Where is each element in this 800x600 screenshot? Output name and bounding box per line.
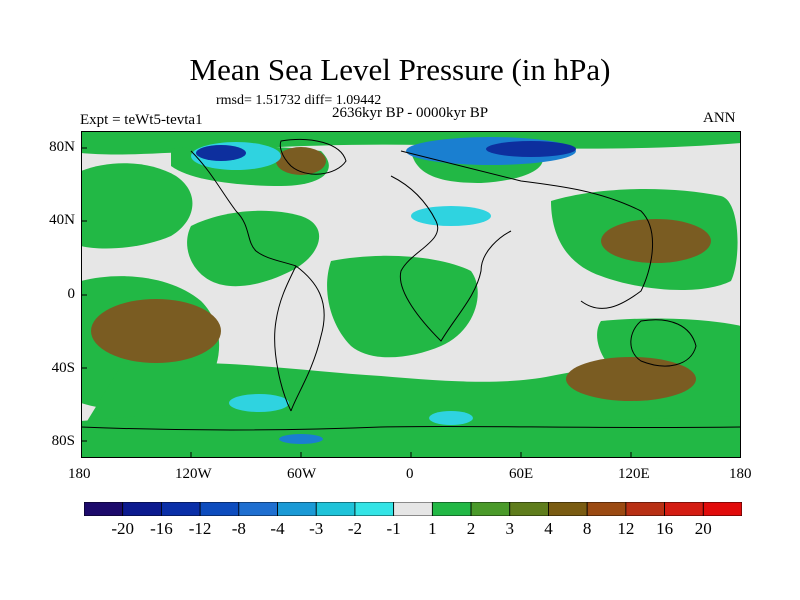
colorbar-label-13: 12	[617, 519, 635, 538]
antarctica-coast	[81, 425, 741, 431]
colorbar-label-4: -4	[270, 519, 285, 538]
y-tick-40n: 40N	[49, 212, 75, 228]
negative-anomaly-regions	[191, 137, 576, 444]
colorbar-label-2: -12	[188, 519, 212, 538]
x-tick-0: 0	[406, 466, 414, 482]
x-tick-120w: 120W	[175, 466, 212, 482]
colorbar-swatch-7	[354, 502, 395, 516]
north-pacific-high-anomaly	[601, 219, 711, 263]
map-title: Mean Sea Level Pressure (in hPa)	[189, 52, 611, 87]
colorbar-swatch-4	[238, 502, 278, 516]
colorbar	[84, 502, 742, 516]
siberia-strong-low-anomaly	[486, 141, 576, 157]
colorbar-swatch-1	[122, 502, 162, 516]
south-america-east-coast	[290, 265, 325, 412]
colorbar-label-6: -2	[347, 519, 363, 538]
y-tick-80n: 80N	[49, 139, 75, 155]
y-tick-0: 0	[67, 286, 76, 302]
experiment-label: Expt = teWt5-tevta1	[80, 112, 203, 128]
colorbar-label-0: -20	[111, 519, 135, 538]
x-tick-60w: 60W	[287, 466, 317, 482]
colorbar-label-7: -1	[386, 519, 401, 538]
colorbar-swatch-10	[470, 502, 511, 516]
north-atlantic-tropics-region	[187, 210, 320, 287]
y-tick-80s: 80S	[51, 433, 75, 449]
colorbar-label-14: 16	[656, 519, 674, 538]
europe-low-anomaly	[411, 206, 491, 226]
canada-strong-low-anomaly	[196, 145, 246, 161]
colorbar-label-1: -16	[150, 519, 173, 538]
colorbar-swatch-12	[548, 502, 588, 516]
south-america-west-coast	[274, 265, 297, 412]
south-indian-high-anomaly	[566, 357, 696, 401]
colorbar-label-5: -3	[309, 519, 324, 538]
colorbar-swatch-11	[509, 502, 549, 516]
pressure-anomaly-map	[81, 131, 741, 458]
greenland-high-anomaly	[276, 147, 326, 175]
colorbar-label-12: 8	[582, 519, 592, 538]
north-pacific-east-region	[81, 163, 193, 249]
antarctica-region	[81, 415, 741, 458]
colorbar-label-3: -8	[231, 519, 246, 538]
colorbar-swatch-6	[315, 502, 356, 516]
australia-coast	[630, 319, 697, 367]
colorbar-swatch-0	[84, 502, 124, 516]
colorbar-label-11: 4	[544, 519, 553, 538]
colorbar-swatch-5	[277, 502, 317, 516]
arctic-rim-region	[81, 131, 741, 155]
tick-marks	[81, 147, 632, 458]
africa-coast	[390, 175, 512, 342]
south-pacific-high-anomaly	[91, 299, 221, 363]
colorbar-swatch-15	[664, 502, 704, 516]
colorbar-swatch-3	[199, 502, 240, 516]
greenland-coast	[279, 138, 347, 175]
time-period: 2636kyr BP - 0000kyr BP	[331, 105, 489, 121]
x-tick-180w: 180	[68, 466, 91, 482]
antarctic-low-anomaly	[429, 411, 473, 425]
south-atlantic-region	[327, 255, 478, 358]
colorbar-swatch-9	[431, 502, 472, 516]
colorbar-swatch-14	[625, 502, 665, 516]
x-tick-60e: 60E	[509, 466, 534, 482]
season-label: ANN	[703, 110, 736, 126]
strong-positive-anomaly-regions	[91, 147, 711, 401]
colorbar-swatch-16	[702, 502, 742, 516]
antarctic-low-anomaly-2	[279, 434, 323, 444]
colorbar-label-9: 2	[466, 519, 476, 538]
colorbar-label-15: 20	[694, 519, 712, 538]
x-tick-120e: 120E	[618, 466, 650, 482]
colorbar-swatch-8	[393, 502, 433, 516]
eurasia-coast	[400, 150, 654, 309]
colorbar-label-8: 1	[428, 519, 437, 538]
colorbar-swatch-2	[161, 502, 201, 516]
colorbar-label-10: 3	[505, 519, 515, 538]
colorbar-swatch-13	[586, 502, 627, 516]
x-tick-180e: 180	[729, 466, 752, 482]
y-tick-40s: 40S	[51, 360, 75, 376]
north-america-coast	[190, 150, 297, 267]
rmsd-diff-stats: rmsd= 1.51732 diff= 1.09442	[216, 93, 382, 108]
south-atlantic-low-anomaly	[229, 394, 289, 412]
coastlines	[81, 138, 741, 431]
